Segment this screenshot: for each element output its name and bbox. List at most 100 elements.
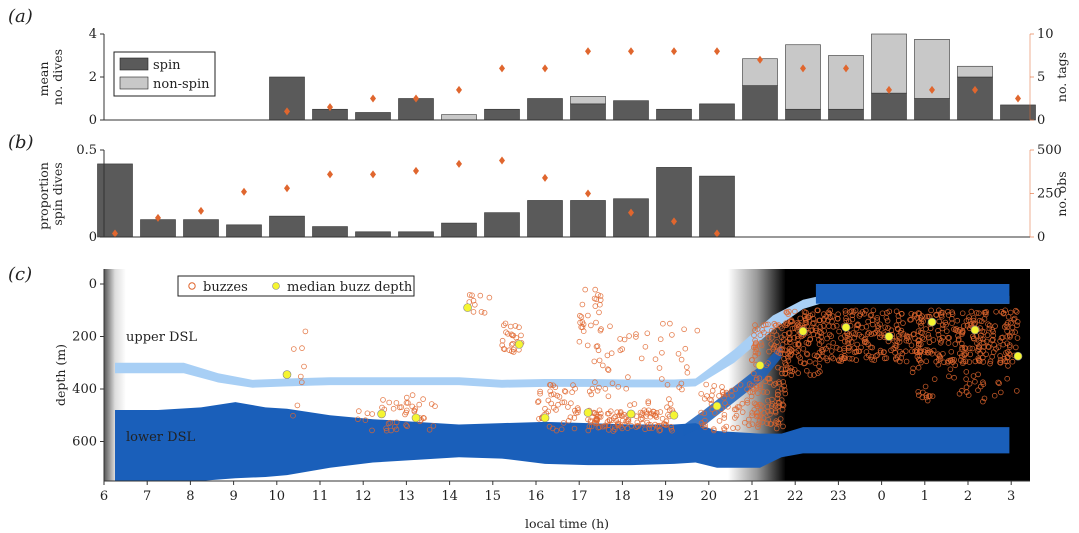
buzz-point bbox=[615, 383, 622, 390]
buzz-point bbox=[976, 358, 983, 364]
buzz-point bbox=[989, 337, 995, 344]
x-tick-label: 16 bbox=[528, 489, 545, 504]
panel-b-y-label: proportion spin dives bbox=[36, 158, 65, 230]
buzz-point bbox=[803, 367, 810, 374]
panel-a-y2-tick-label: 5 bbox=[1037, 70, 1045, 85]
x-tick-label: 12 bbox=[355, 489, 372, 504]
obs-count-marker bbox=[112, 229, 118, 238]
buzz-point bbox=[579, 324, 586, 331]
panel-a-legend: spin non-spin bbox=[113, 51, 216, 97]
buzz-point bbox=[664, 381, 671, 388]
buzz-point bbox=[919, 313, 925, 319]
buzz-point bbox=[794, 336, 801, 342]
buzz-point bbox=[997, 353, 1003, 359]
buzz-point bbox=[966, 314, 972, 320]
buzz-point bbox=[970, 333, 976, 340]
median-buzz-point bbox=[712, 401, 722, 411]
buzz-point bbox=[900, 320, 906, 326]
buzz-point bbox=[895, 313, 902, 319]
buzz-point bbox=[601, 423, 608, 430]
buzz-point bbox=[542, 405, 548, 412]
buzz-point bbox=[864, 331, 871, 337]
buzz-point bbox=[788, 365, 794, 371]
buzz-point bbox=[644, 330, 651, 337]
buzz-point bbox=[721, 415, 728, 421]
buzz-point bbox=[773, 322, 779, 328]
buzz-point bbox=[874, 352, 881, 358]
buzz-point bbox=[653, 409, 660, 416]
buzz-point bbox=[565, 417, 572, 424]
buzz-point bbox=[626, 333, 632, 339]
buzz-point bbox=[771, 382, 777, 388]
spin-bar bbox=[785, 108, 821, 121]
panel-c-y-tick-label: 600 bbox=[72, 435, 97, 450]
buzz-point bbox=[559, 399, 565, 406]
buzz-point bbox=[975, 346, 982, 352]
buzz-point bbox=[729, 392, 735, 399]
buzz-point bbox=[768, 327, 775, 334]
panel-a: (a) 0 2 4 0 5 10 mean no. dives no. tags spi… bbox=[8, 6, 1069, 128]
buzz-point bbox=[797, 315, 803, 322]
median-buzz-point bbox=[841, 323, 851, 332]
buzz-point bbox=[774, 391, 781, 398]
buzz-point bbox=[1000, 341, 1007, 348]
buzz-point bbox=[749, 357, 755, 363]
buzz-point bbox=[915, 310, 922, 316]
buzz-point bbox=[1010, 316, 1017, 323]
buzz-point bbox=[943, 328, 950, 335]
tag-count-marker bbox=[456, 85, 462, 94]
buzz-point bbox=[393, 426, 400, 433]
buzz-point bbox=[918, 320, 924, 326]
buzz-point bbox=[766, 348, 772, 355]
buzz-point bbox=[593, 411, 600, 418]
tag-count-marker bbox=[929, 85, 935, 94]
buzz-point bbox=[803, 339, 810, 346]
buzz-point bbox=[405, 400, 411, 406]
spin-proportion-bar bbox=[312, 226, 348, 238]
buzz-point bbox=[560, 420, 567, 426]
buzz-point bbox=[588, 423, 595, 430]
buzz-point bbox=[921, 336, 927, 342]
buzz-point bbox=[833, 322, 840, 329]
buzz-point bbox=[804, 351, 811, 358]
buzz-point bbox=[838, 335, 844, 341]
buzz-point bbox=[955, 336, 962, 342]
buzz-point bbox=[609, 380, 616, 387]
buzz-point bbox=[987, 360, 993, 367]
buzz-point bbox=[659, 415, 666, 422]
tag-count-marker bbox=[284, 107, 290, 116]
buzz-point bbox=[430, 423, 437, 429]
buzz-point bbox=[1012, 344, 1019, 351]
median-buzz-point bbox=[463, 303, 472, 312]
buzz-point bbox=[828, 354, 835, 360]
buzz-point bbox=[1014, 322, 1020, 329]
buzz-point bbox=[682, 345, 689, 352]
buzz-point bbox=[545, 397, 552, 404]
buzz-point bbox=[570, 382, 576, 388]
buzz-point bbox=[758, 342, 765, 349]
spin-bar bbox=[570, 103, 606, 121]
buzz-point bbox=[579, 301, 586, 308]
buzz-point bbox=[385, 420, 392, 427]
buzz-point bbox=[290, 346, 297, 352]
buzz-point bbox=[617, 336, 623, 342]
buzz-point bbox=[982, 309, 989, 316]
buzz-point bbox=[919, 334, 926, 341]
buzz-point bbox=[876, 330, 882, 337]
buzz-point bbox=[933, 311, 939, 318]
buzz-point bbox=[657, 409, 664, 415]
buzz-point bbox=[874, 323, 881, 329]
buzz-point bbox=[596, 424, 603, 430]
buzz-point bbox=[895, 326, 901, 333]
buzz-point bbox=[781, 386, 788, 393]
buzz-point bbox=[959, 346, 965, 353]
buzz-point bbox=[561, 399, 568, 406]
buzz-point bbox=[753, 339, 759, 346]
obs-count-marker bbox=[327, 170, 333, 179]
buzz-point bbox=[294, 402, 301, 409]
buzz-point bbox=[614, 409, 620, 416]
buzz-point bbox=[664, 404, 670, 411]
buzz-point bbox=[550, 382, 556, 389]
buzz-point bbox=[970, 317, 977, 324]
buzz-point bbox=[977, 383, 984, 390]
